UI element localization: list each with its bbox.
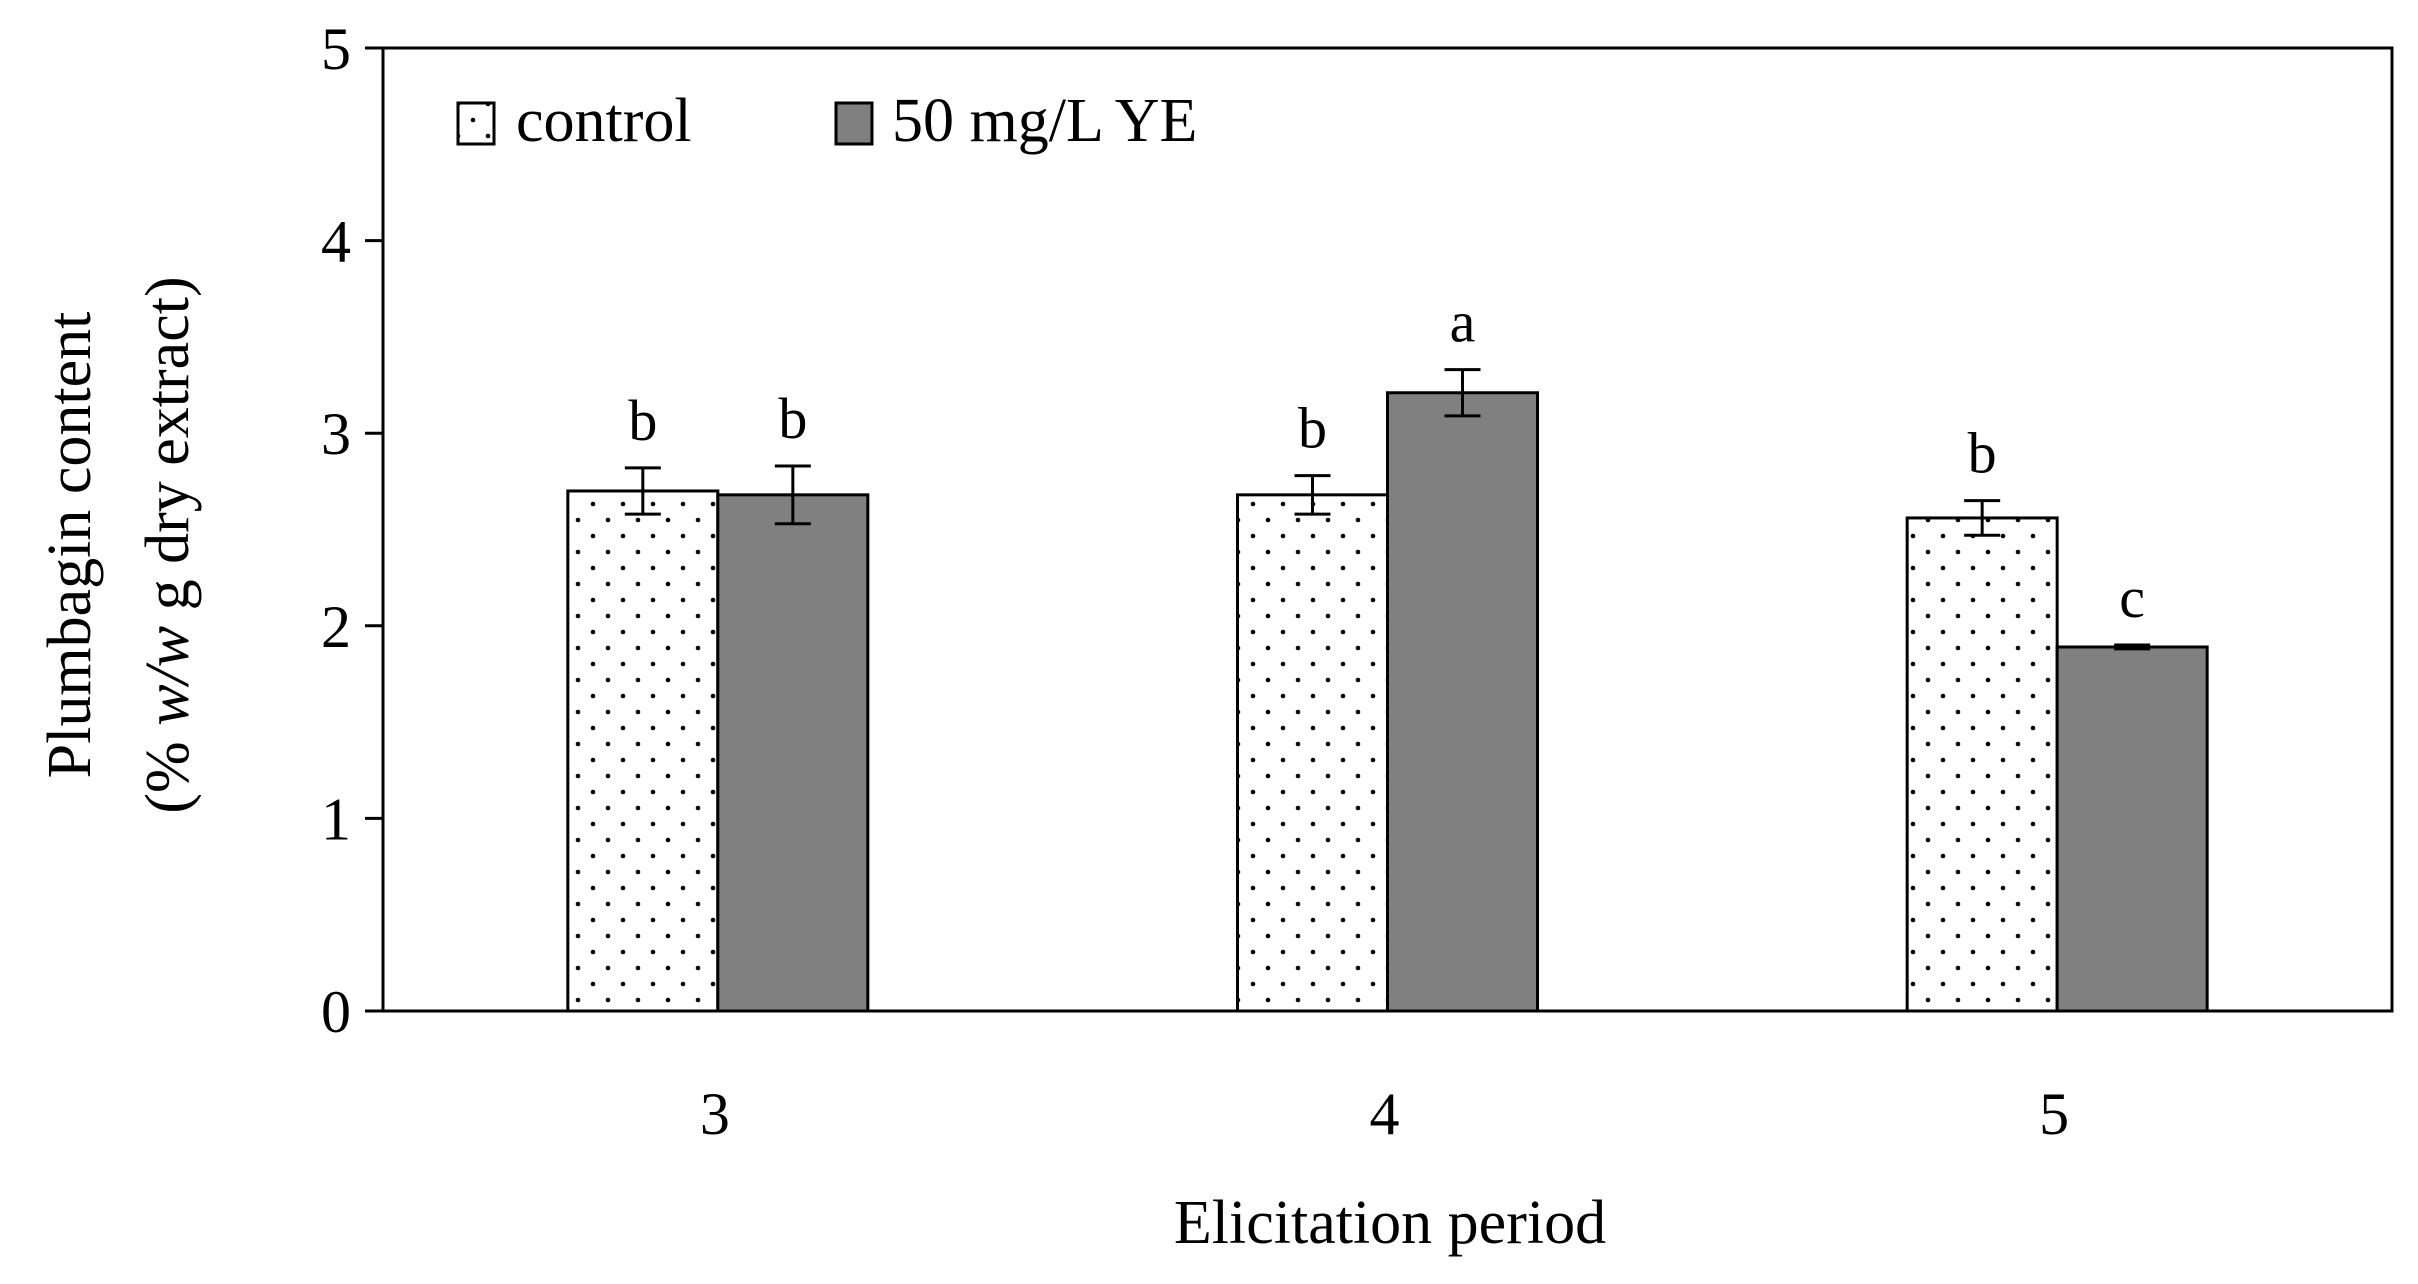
y-tick-label: 0 [321,979,351,1045]
y-tick-label: 3 [321,401,351,467]
bar-control-3 [566,489,720,1013]
y-axis-title-line1: Plumbagin content [36,312,104,779]
legend-swatch-control [456,101,496,146]
bar-control-5 [1905,516,2059,1013]
legend-label-ye: 50 mg/L YE [892,87,1197,155]
y-tick-label: 1 [321,786,351,852]
legend-label-control: control [516,87,692,155]
y-tick-label: 2 [321,594,351,660]
y-tick-label: 5 [321,16,351,82]
significance-letter: a [1450,290,1476,355]
y-axis: 0 1 2 3 4 5 [321,16,383,1045]
bar-ye-4 [1386,391,1539,1013]
x-axis-title: Elicitation period [1174,1189,1606,1257]
y-axis-title-line2: (% w/w g dry extract) [134,276,202,813]
legend: control 50 mg/L YE [456,87,1197,155]
y-axis-title-suffix: g dry extract) [134,276,202,625]
significance-letter: b [628,388,657,453]
significance-letter: b [778,386,807,451]
x-tick-label: 4 [1370,1081,1400,1147]
bars: b b b a b c [566,290,2209,1013]
significance-letter: b [1968,421,1997,486]
significance-letter: c [2119,565,2145,630]
y-axis-title-italic: w/w [134,626,202,726]
bar-ye-3 [716,493,870,1013]
legend-swatch-ye [834,101,874,146]
bar-control-4 [1236,493,1389,1013]
y-tick-label: 4 [321,209,351,275]
x-axis: 3 4 5 [700,1081,2069,1147]
bar-ye-5 [2055,645,2209,1013]
x-tick-label: 5 [2039,1081,2069,1147]
x-tick-label: 3 [700,1081,730,1147]
significance-letter: b [1298,396,1327,461]
y-axis-title: Plumbagin content (% w/w g dry extract) [36,276,202,813]
y-axis-title-prefix: (% [134,726,202,814]
